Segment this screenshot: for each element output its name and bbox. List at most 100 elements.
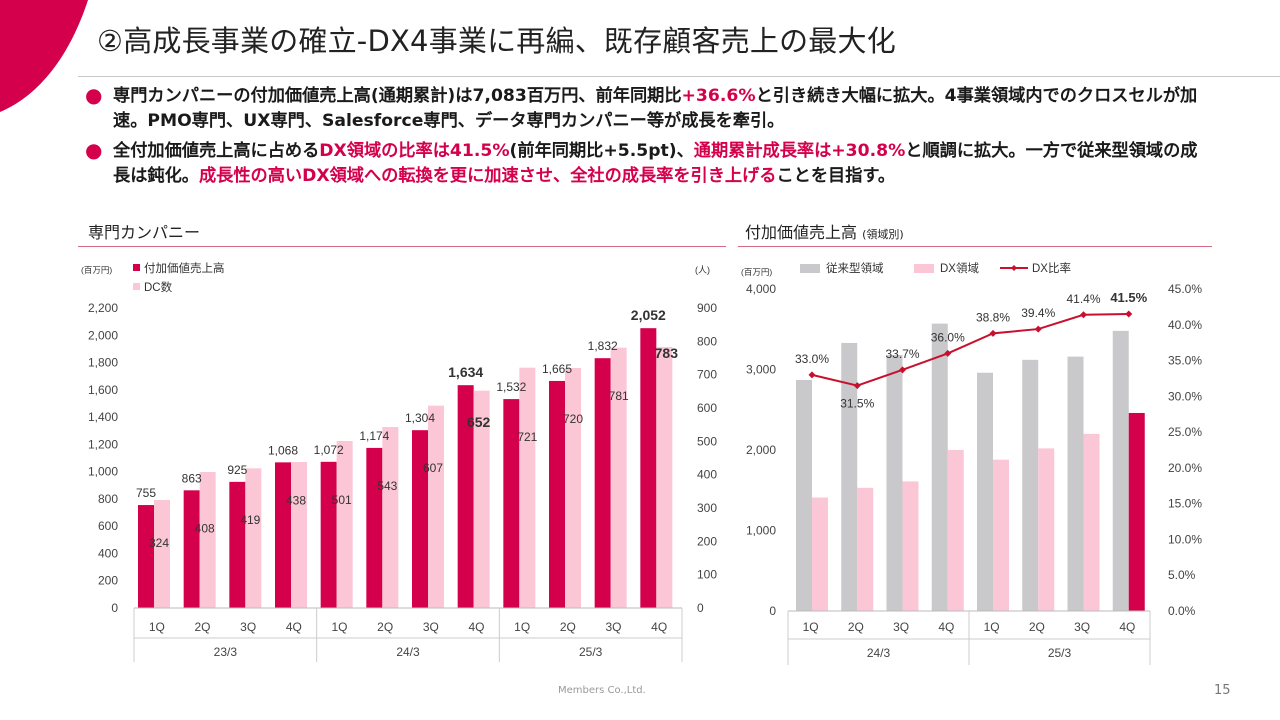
chart2-right-tick: 30.0%	[1168, 389, 1202, 403]
chart2-line-marker	[1125, 310, 1133, 318]
chart2-line-label: 31.5%	[840, 397, 874, 411]
chart1-right-tick: 800	[697, 334, 717, 348]
chart1-x-tick: 2Q	[560, 620, 576, 634]
chart1-x-tick: 4Q	[468, 620, 484, 634]
chart2-right-tick: 5.0%	[1168, 568, 1196, 582]
chart1-group-label: 25/3	[579, 645, 603, 659]
chart2-left-tick: 1,000	[746, 524, 776, 538]
chart2-right-tick: 0.0%	[1168, 604, 1196, 618]
chart2-bar-legacy	[1022, 359, 1039, 611]
chart1-label-revenue: 1,665	[542, 362, 572, 376]
chart2-bar-legacy	[841, 342, 858, 611]
chart2-line-marker	[944, 349, 952, 357]
chart2-bar-dx	[812, 497, 828, 611]
chart1-label-revenue: 863	[182, 471, 202, 485]
chart2-line-marker	[853, 382, 861, 390]
chart2-bar-legacy	[977, 372, 993, 611]
chart1-bar-revenue	[183, 490, 200, 608]
chart1-label-revenue: 2,052	[631, 307, 666, 323]
chart1-label-dc: 781	[609, 389, 629, 403]
chart1-x-tick: 1Q	[149, 620, 165, 634]
chart1-bar-revenue	[320, 461, 337, 608]
chart2-bar-legacy	[796, 379, 812, 611]
chart2-bar-dx	[947, 450, 964, 611]
chart2-line-marker	[808, 371, 816, 379]
chart2-bar-legacy	[1112, 330, 1129, 611]
chart2-bar-legacy	[1067, 356, 1084, 611]
chart2-right-tick: 10.0%	[1168, 532, 1202, 546]
chart1-label-revenue: 755	[136, 486, 156, 500]
chart2-line-label: 33.0%	[795, 352, 829, 366]
chart2-bar-legacy	[886, 355, 903, 611]
chart1-bar-dc	[519, 367, 536, 608]
chart1-bar-revenue	[457, 385, 474, 608]
chart1-label-dc: 419	[240, 513, 260, 527]
chart1-x-tick: 3Q	[605, 620, 621, 634]
chart1-label-revenue: 1,832	[588, 339, 618, 353]
chart2-line-label: 41.4%	[1066, 292, 1100, 306]
chart-specialist-company: (百万円) (人) 付加価値売上高 DC数 0 200 400 600 800 1,000 1,20…	[81, 261, 717, 662]
chart2-section-title: 付加価値売上高 (領域別)	[745, 223, 904, 242]
chart2-line-marker	[1080, 311, 1087, 319]
chart1-label-revenue: 1,532	[496, 380, 526, 394]
corner-decoration	[0, 0, 88, 112]
chart1-label-dc: 438	[286, 493, 306, 507]
chart2-x-tick: 4Q	[938, 620, 954, 634]
chart2-line-marker	[899, 366, 906, 374]
chart2-line-label: 41.5%	[1110, 290, 1147, 305]
chart2-right-tick: 15.0%	[1168, 497, 1202, 511]
chart2-bar-dx	[993, 459, 1009, 611]
chart2-line-label: 33.7%	[885, 347, 919, 361]
chart1-bar-dc	[565, 368, 581, 608]
chart1-legend-label: 付加価値売上高	[144, 261, 225, 275]
chart1-x-tick: 3Q	[240, 620, 256, 634]
chart2-group-label: 24/3	[867, 646, 891, 660]
chart2-line-marker	[989, 329, 997, 337]
chart1-bar-dc	[382, 427, 399, 608]
chart2-left-tick: 2,000	[746, 443, 776, 457]
chart1-label-dc: 607	[423, 461, 443, 475]
chart1-x-tick: 3Q	[423, 620, 439, 634]
chart1-section-divider	[78, 246, 726, 247]
chart1-left-tick: 2,000	[88, 328, 118, 342]
chart2-line-dx-ratio	[811, 313, 1129, 387]
chart2-x-tick: 1Q	[803, 620, 819, 634]
chart1-x-tick: 4Q	[286, 620, 302, 634]
chart2-bar-dx	[1083, 433, 1100, 611]
chart2-line-label: 38.8%	[976, 310, 1010, 324]
chart1-label-dc: 783	[655, 345, 679, 361]
chart2-x-tick: 3Q	[1074, 620, 1090, 634]
chart1-bar-revenue	[229, 481, 246, 608]
chart1-bar-dc	[473, 390, 490, 608]
bullet-list: ● 専門カンパニーの付加価値売上高(通期累計)は7,083百万円、前年同期比+3…	[83, 84, 1213, 194]
chart2-x-tick: 2Q	[1029, 620, 1045, 634]
chart1-label-revenue: 925	[227, 463, 247, 477]
chart2-x-tick: 1Q	[984, 620, 1000, 634]
chart2-left-unit: (百万円)	[741, 267, 772, 277]
chart1-left-tick: 1,000	[88, 465, 118, 479]
chart1-x-tick: 1Q	[331, 620, 347, 634]
chart1-bar-revenue	[549, 380, 565, 608]
chart1-bar-revenue	[412, 430, 428, 608]
chart1-bar-revenue	[594, 358, 611, 608]
chart-value-added-by-domain: (百万円) 従来型領域 DX領域 DX比率 0 1,000 2,000 3,000 4,000 0…	[741, 261, 1202, 665]
chart1-label-dc: 543	[377, 479, 397, 493]
chart1-bar-dc	[199, 472, 216, 608]
chart2-legend-label: DX比率	[1032, 261, 1071, 275]
chart2-section-divider	[738, 246, 1212, 247]
chart1-x-tick: 2Q	[194, 620, 210, 634]
chart1-label-revenue: 1,634	[448, 364, 483, 380]
chart1-right-tick: 600	[697, 401, 717, 415]
chart2-group-label: 25/3	[1048, 646, 1072, 660]
chart1-bar-dc	[245, 468, 262, 608]
chart1-bar-dc	[291, 462, 307, 608]
chart2-x-tick: 4Q	[1119, 620, 1135, 634]
bullet-dot-icon: ●	[85, 138, 103, 162]
chart1-right-unit: (人)	[695, 265, 710, 275]
chart1-group-label: 23/3	[214, 645, 238, 659]
bullet-item-2: ● 全付加価値売上高に占めるDX領域の比率は41.5%(前年同期比+5.5pt)…	[85, 138, 1198, 186]
chart2-x-tick: 3Q	[893, 620, 909, 634]
chart1-label-dc: 408	[195, 521, 215, 535]
chart2-right-tick: 35.0%	[1168, 354, 1202, 368]
chart1-right-tick: 900	[697, 301, 717, 315]
